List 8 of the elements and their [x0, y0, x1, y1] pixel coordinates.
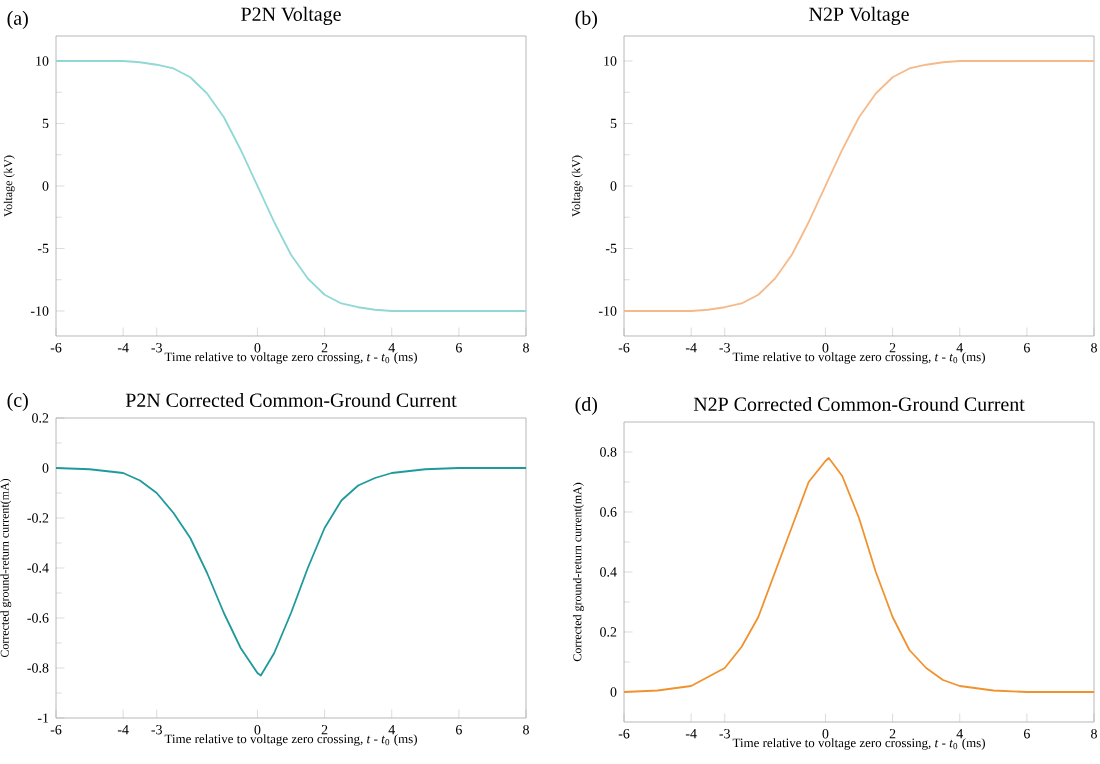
chart-title: P2N Corrected Common-Ground Current — [125, 392, 457, 407]
text: (a) — [7, 10, 28, 29]
chart-title: N2P Corrected Common-Ground Current — [693, 396, 1025, 411]
text: (d) — [575, 396, 597, 415]
text: (b) — [575, 10, 597, 29]
text: (c) — [7, 392, 28, 411]
chart-title: N2P Voltage — [809, 6, 909, 26]
chart-title: P2N Voltage — [241, 6, 341, 26]
